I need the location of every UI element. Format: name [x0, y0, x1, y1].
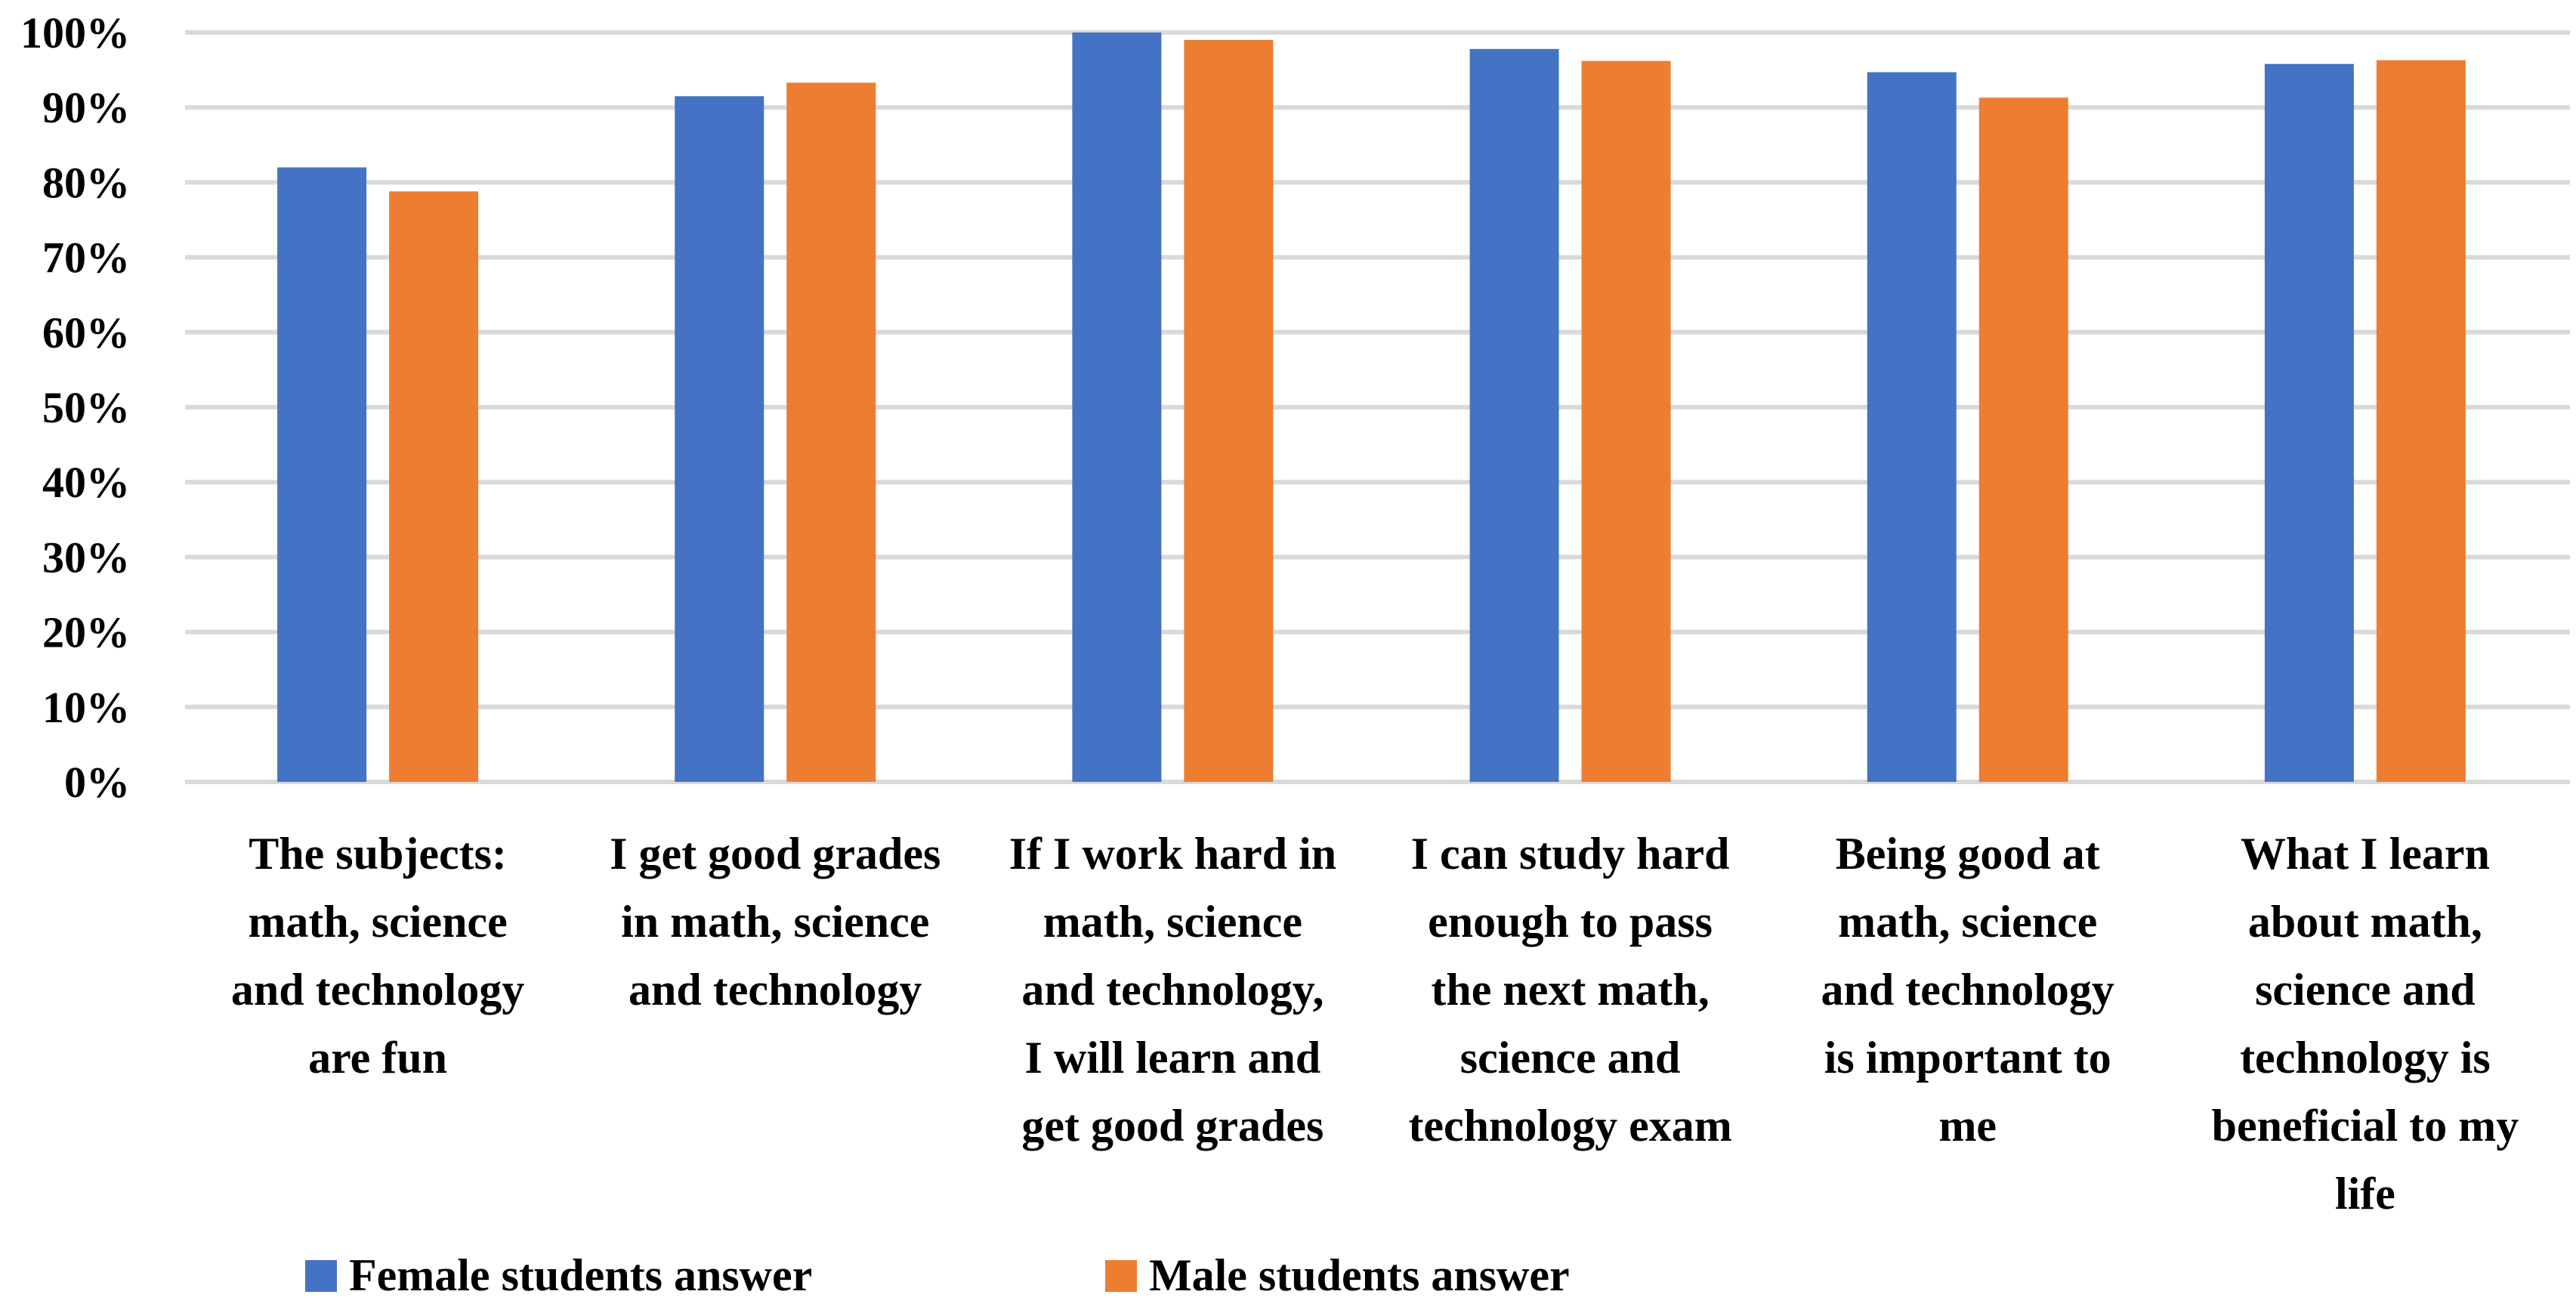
bar-female	[675, 96, 764, 782]
category-label-line: math, science	[1043, 897, 1302, 947]
bar-female	[2264, 63, 2354, 782]
category-label-line: I can study hard	[1411, 829, 1730, 879]
category-label-line: I will learn and	[1025, 1033, 1321, 1083]
y-tick-label: 90%	[42, 83, 130, 132]
category-label-line: Being good at	[1836, 829, 2100, 879]
legend-swatch-male	[1105, 1260, 1137, 1292]
category-label-line: the next math,	[1431, 965, 1709, 1015]
y-tick-label: 40%	[42, 458, 130, 507]
category-label-line: If I work hard in	[1009, 829, 1336, 879]
category-label: If I work hard in math, science and techno…	[1009, 829, 1336, 1151]
category-label: Being good at math, science and technology…	[1821, 829, 2114, 1151]
bar-female	[277, 167, 367, 782]
y-axis-tick-labels: 0% 10% 20% 30% 40% 50% 60% 70% 80% 90% 100%	[20, 8, 130, 807]
category-label-line: beneficial to my	[2212, 1101, 2519, 1151]
category-label: I get good grades in math, science and tec…	[610, 829, 941, 1015]
category-label-line: and technology,	[1021, 965, 1324, 1015]
y-tick-label: 70%	[42, 233, 130, 283]
legend: Female students answer Male students answ…	[305, 1250, 1570, 1300]
bar-female	[1867, 72, 1957, 783]
bar-male	[786, 82, 876, 783]
y-tick-label: 20%	[42, 608, 130, 657]
category-label-line: in math, science	[621, 897, 929, 947]
legend-label-male: Male students answer	[1149, 1250, 1570, 1300]
legend-swatch-female	[305, 1260, 337, 1292]
category-label-line: about math,	[2248, 897, 2482, 947]
y-tick-label: 30%	[42, 533, 130, 582]
y-tick-label: 80%	[42, 158, 130, 207]
category-label-line: get good grades	[1021, 1101, 1324, 1151]
category-label-line: What I learn	[2241, 829, 2490, 879]
y-tick-label: 0%	[64, 758, 130, 807]
category-label: I can study hard enough to pass the next m…	[1408, 829, 1731, 1151]
category-label-line: and technology	[629, 965, 922, 1015]
gridlines	[185, 30, 2570, 784]
bar-male	[1978, 97, 2068, 782]
bar-male	[1581, 60, 1671, 783]
category-label-line: I get good grades	[610, 829, 941, 879]
category-label-line: The subjects:	[249, 829, 507, 879]
bar-male	[2376, 60, 2466, 783]
x-axis-category-labels: The subjects: math, science and technology…	[231, 829, 2519, 1219]
category-label-line: and technology	[1821, 965, 2114, 1015]
bars	[277, 32, 2466, 783]
category-label-line: enough to pass	[1428, 897, 1713, 947]
y-tick-label: 60%	[42, 308, 130, 357]
category-label-line: are fun	[308, 1033, 447, 1083]
bar-female	[1072, 32, 1162, 782]
y-tick-label: 100%	[20, 8, 130, 57]
category-label-line: science and	[1460, 1033, 1681, 1083]
category-label-line: math, science	[1838, 897, 2097, 947]
y-tick-label: 50%	[42, 383, 130, 432]
category-label-line: life	[2335, 1169, 2395, 1219]
bar-male	[1184, 39, 1274, 783]
category-label-line: me	[1938, 1101, 1997, 1151]
y-tick-label: 10%	[42, 683, 130, 732]
category-label: What I learn about math, science and techno…	[2212, 829, 2519, 1219]
legend-label-female: Female students answer	[349, 1250, 812, 1300]
category-label: The subjects: math, science and technology…	[231, 829, 524, 1083]
category-label-line: science and	[2255, 965, 2476, 1015]
category-label-line: technology is	[2240, 1033, 2491, 1083]
category-label-line: technology exam	[1408, 1101, 1731, 1151]
category-label-line: and technology	[231, 965, 524, 1015]
bar-male	[389, 191, 479, 782]
category-label-line: math, science	[248, 897, 507, 947]
category-label-line: is important to	[1824, 1033, 2111, 1083]
bar-female	[1469, 48, 1559, 783]
